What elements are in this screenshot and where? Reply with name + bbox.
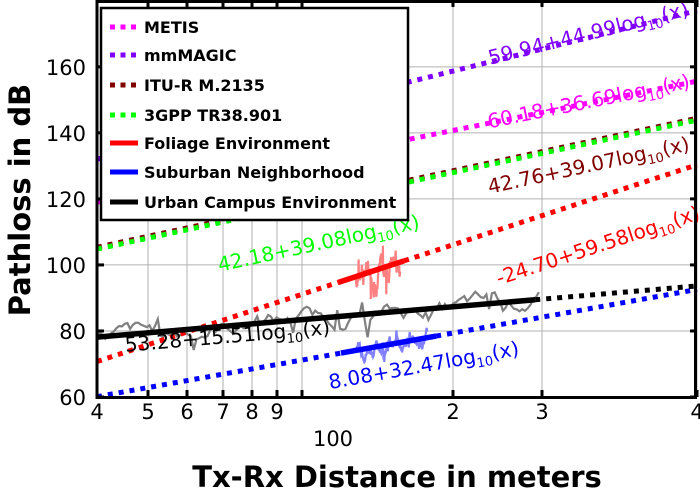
urban-campus-environment-extrapolation-right [535, 283, 698, 303]
legend-box [99, 6, 410, 222]
legend-label: Urban Campus Environment [144, 193, 397, 212]
x-tick-label: 6 [180, 400, 193, 424]
equation-label: -24.70+59.58log10(x) [493, 201, 700, 294]
x-tick-label: 4 [90, 400, 103, 424]
suburban-neighborhood-extrapolation-right [435, 287, 698, 339]
equation-label: 42.76+39.07log10(x) [485, 132, 692, 203]
foliage-environment-extrapolation-right [403, 162, 698, 264]
legend-item: 3GPP TR38.901 [110, 106, 282, 125]
x-tick-label: 7 [216, 400, 229, 424]
legend-label: ITU-R M.2135 [144, 76, 265, 95]
legend-item: METIS [110, 18, 199, 37]
suburban-neighborhood-extrapolation-left [96, 350, 342, 400]
legend-label: 3GPP TR38.901 [144, 106, 282, 125]
x-decade-label: 100 [313, 427, 353, 451]
legend-item: ITU-R M.2135 [110, 76, 265, 95]
x-tick-label: 3 [535, 400, 548, 424]
legend-label: Suburban Neighborhood [144, 163, 365, 182]
equation-label: 8.08+32.47log10(x) [327, 336, 522, 398]
y-tick-label: 120 [46, 188, 86, 212]
equation-label: 60.18+36.69log10(x) [485, 69, 692, 137]
legend-label: Foliage Environment [144, 134, 330, 153]
x-axis-label: Tx-Rx Distance in meters [192, 460, 602, 494]
3gpp-tr38-901-line [96, 117, 698, 252]
x-tick-label: 2 [446, 400, 459, 424]
y-tick-label: 160 [46, 56, 86, 80]
y-tick-label: 100 [46, 254, 86, 278]
measured-trace-foliage-environment [354, 245, 402, 300]
x-tick-label: 8 [245, 400, 258, 424]
legend-item: Urban Campus Environment [110, 193, 397, 212]
x-tick-label: 4 [690, 400, 700, 424]
y-axis-label: Pathloss in dB [3, 84, 37, 317]
legend: METIS mmMAGIC ITU-R M.2135 3GPP TR38.901 Fol… [99, 6, 410, 222]
y-tick-label: 60 [59, 386, 86, 410]
y-tick-label: 80 [59, 320, 86, 344]
suburban-neighborhood-fit-line [340, 333, 437, 356]
legend-label: METIS [144, 18, 199, 37]
equation-label: 59.94+44.99log10(x) [486, 0, 692, 73]
x-tick-label: 5 [141, 400, 154, 424]
legend-item: mmMAGIC [110, 46, 236, 65]
urban-campus-environment-fit-line [96, 297, 536, 340]
legend-label: mmMAGIC [144, 46, 236, 65]
y-tick-label: 140 [46, 122, 86, 146]
foliage-environment-fit-line [337, 258, 405, 285]
legend-item: Suburban Neighborhood [110, 163, 365, 182]
foliage-environment-extrapolation-left [96, 279, 340, 364]
x-tick-label: 9 [270, 400, 283, 424]
legend-item: Foliage Environment [110, 134, 330, 153]
